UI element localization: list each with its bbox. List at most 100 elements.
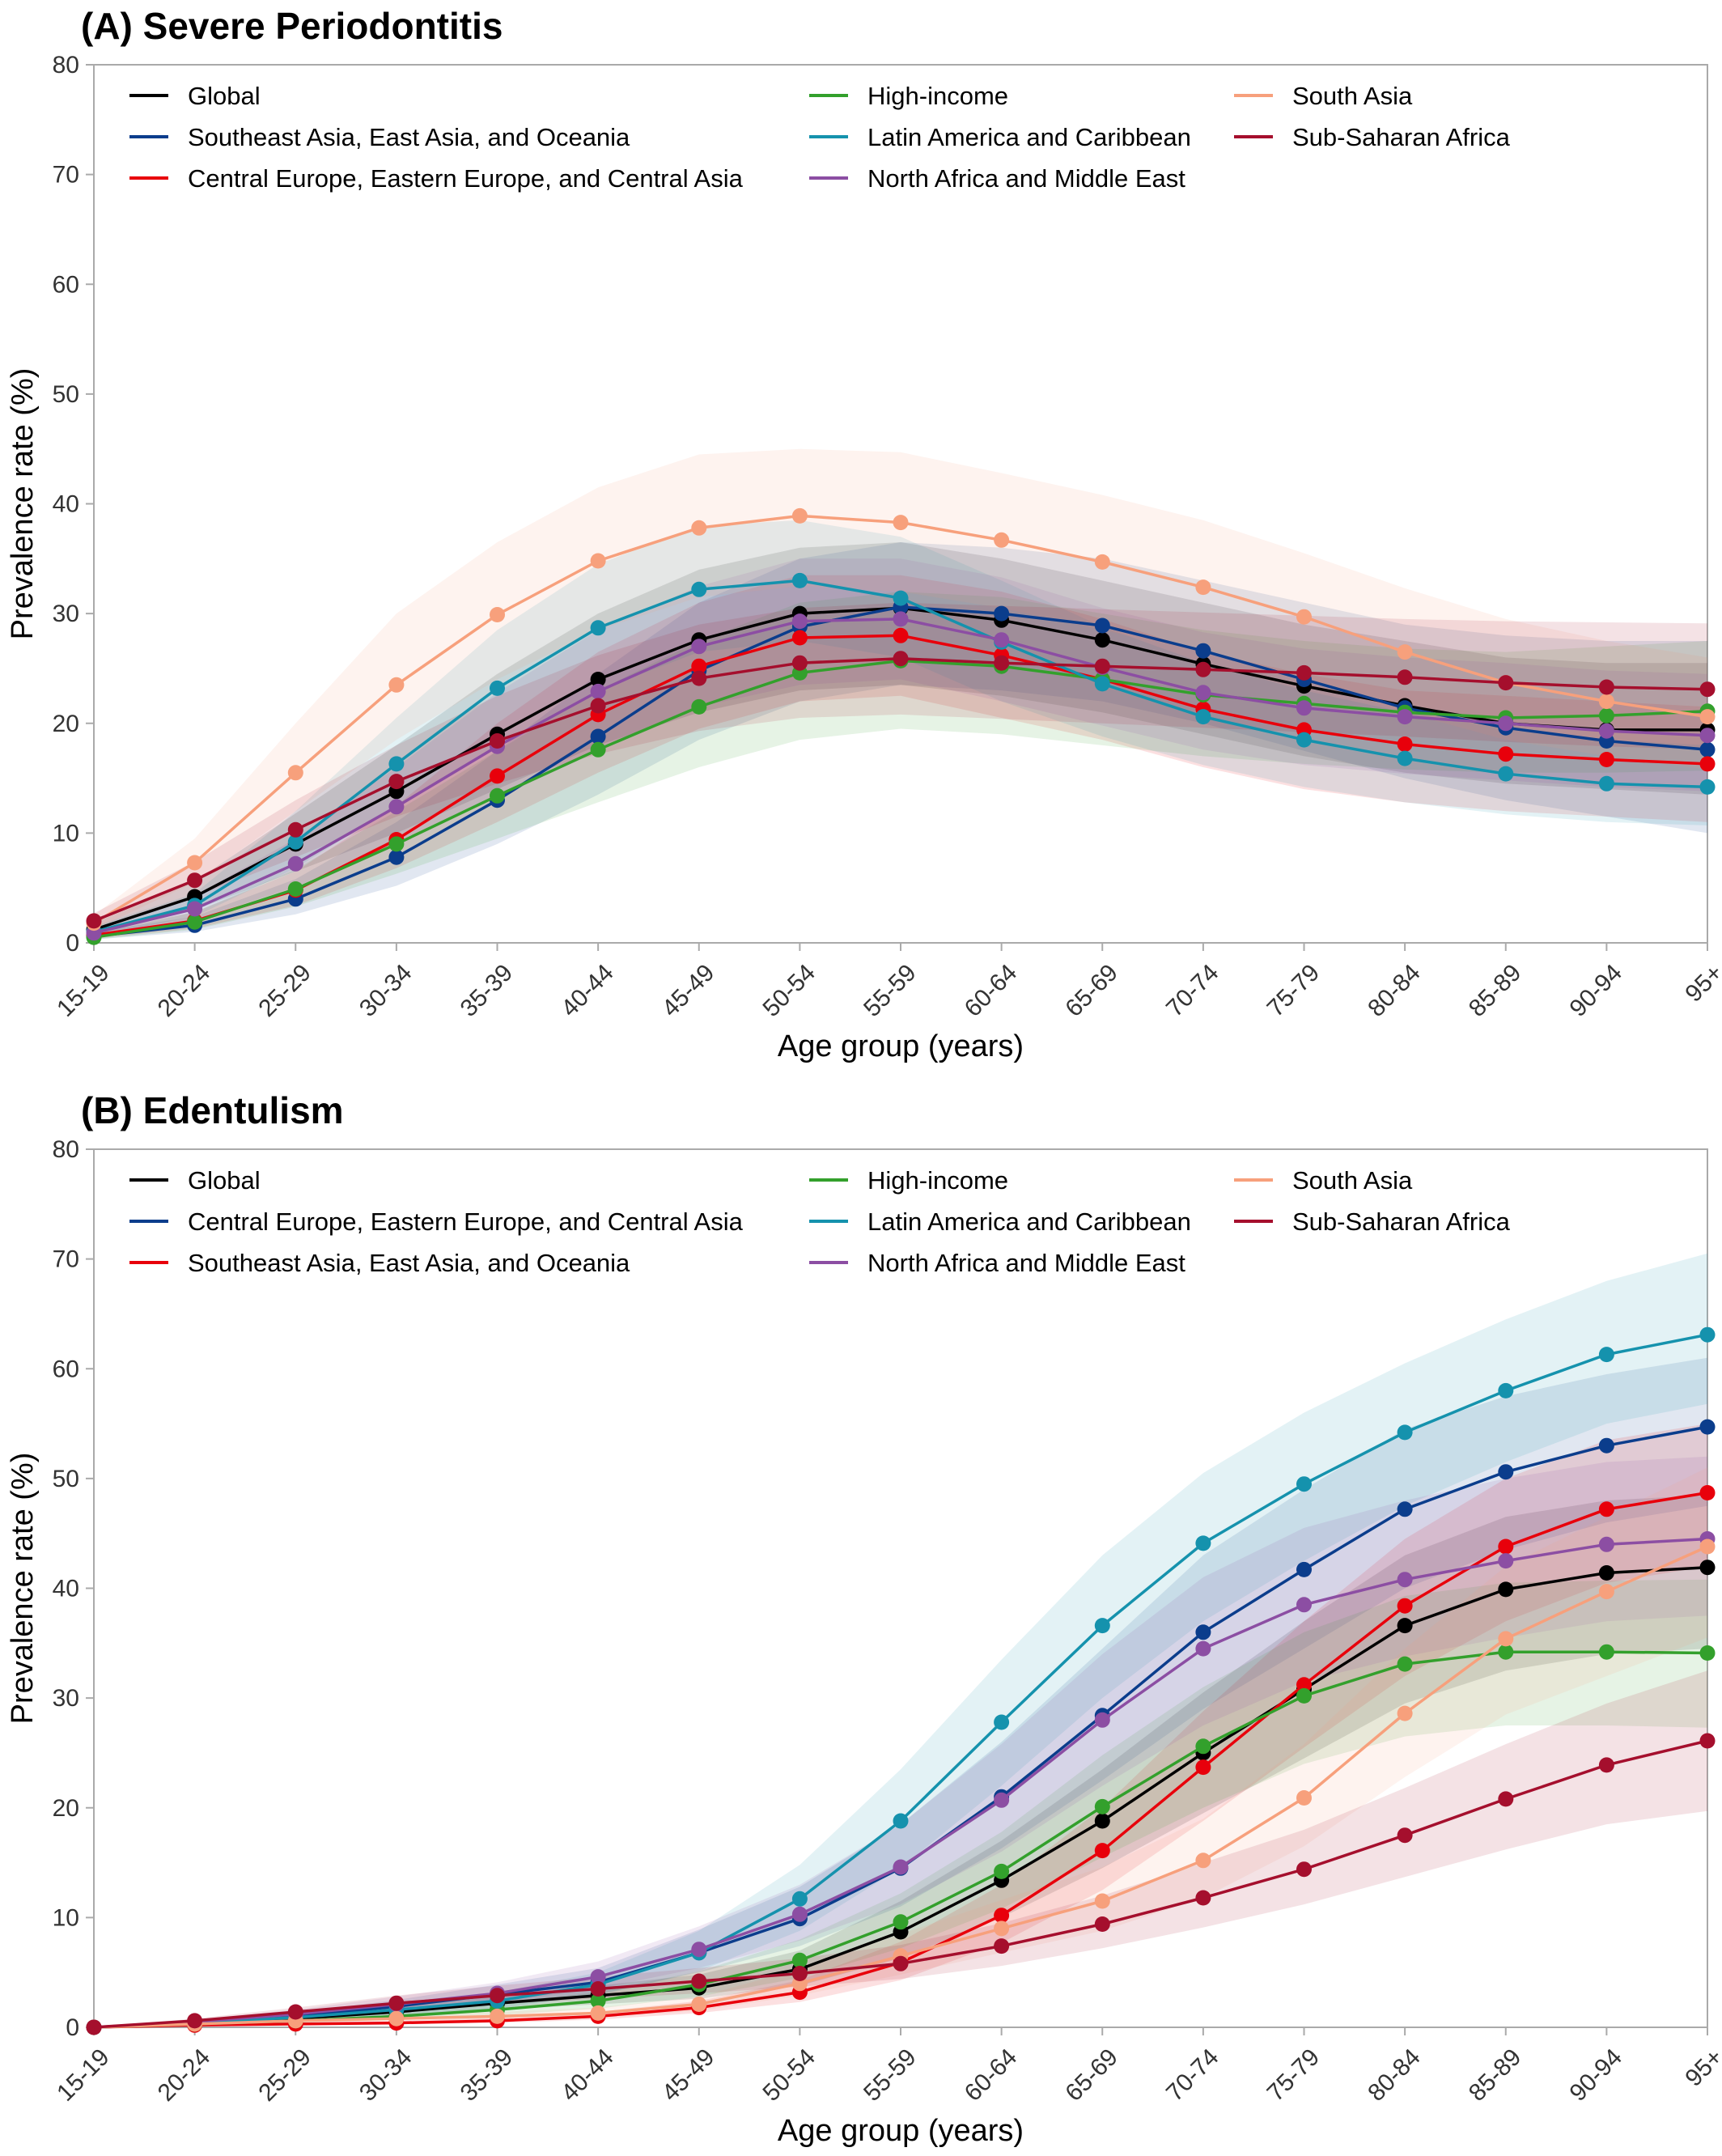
y-tick-label: 30 [53, 601, 79, 627]
data-point [994, 655, 1010, 671]
x-tick-label: 95+ [1680, 959, 1722, 1007]
data-point [1397, 750, 1413, 766]
data-point [1498, 746, 1514, 762]
data-point [388, 849, 405, 865]
data-point [287, 2004, 303, 2020]
y-axis-label: Prevalence rate (%) [6, 368, 40, 640]
series-sub-saharan-africa [86, 1733, 1716, 2035]
data-point [1094, 618, 1110, 634]
data-point [1598, 752, 1614, 767]
data-point [893, 515, 909, 531]
data-point [1195, 1759, 1211, 1776]
x-tick-label: 60-64 [960, 959, 1023, 1022]
legend-item-central-europe-eastern-europe-and-central-asia: Central Europe, Eastern Europe, and Cent… [129, 1207, 744, 1236]
data-point [1195, 1890, 1211, 1906]
x-tick-label: 15-19 [52, 2044, 115, 2107]
legend-item-southeast-asia-east-asia-and-oceania: Southeast Asia, East Asia, and Oceania [129, 123, 630, 151]
legend-item-latin-america-and-caribbean: Latin America and Caribbean [809, 123, 1191, 151]
band-global [94, 542, 1707, 935]
data-point [994, 1714, 1010, 1730]
y-tick-label: 10 [53, 820, 79, 847]
data-point [994, 532, 1010, 548]
data-point [1094, 1843, 1110, 1859]
data-point [1498, 1581, 1514, 1598]
data-point [893, 1914, 909, 1930]
x-tick-label: 30-34 [354, 2044, 418, 2107]
data-point [1296, 609, 1312, 625]
data-point [287, 881, 303, 897]
data-point [1397, 1424, 1413, 1441]
x-tick-label: 40-44 [556, 959, 619, 1022]
chart-panel-b: (B) Edentulism 0 10 20 30 40 50 60 70 80 15-19 20-2… [6, 1089, 1722, 2148]
x-tick-label: 45-49 [657, 2044, 720, 2107]
data-point [490, 733, 505, 749]
legend-label: Central Europe, Eastern Europe, and Cent… [188, 164, 744, 193]
data-point [590, 2005, 606, 2021]
data-point [1094, 1798, 1110, 1814]
legend-label: Global [188, 1166, 261, 1195]
data-point [691, 1942, 707, 1958]
data-point [1699, 1645, 1716, 1661]
data-point [1195, 709, 1211, 725]
x-tick-label: 25-29 [253, 2044, 316, 2107]
band-global [94, 1495, 1707, 2027]
data-point [1498, 1538, 1514, 1555]
data-point [1598, 1501, 1614, 1517]
data-point [791, 507, 808, 524]
data-point [1598, 1644, 1614, 1660]
legend-label: North Africa and Middle East [867, 1249, 1185, 1277]
legend-item-global: Global [129, 1166, 261, 1195]
y-tick-label: 60 [53, 1356, 79, 1382]
legend-item-southeast-asia-east-asia-and-oceania: Southeast Asia, East Asia, and Oceania [129, 1249, 630, 1277]
x-tick-label: 85-89 [1464, 959, 1527, 1022]
x-tick-label: 35-39 [456, 2044, 519, 2107]
legend: Global Central Europe, Eastern Europe, an… [129, 1166, 1511, 1277]
y-tick-label: 40 [53, 491, 79, 518]
uncertainty-bands [94, 1253, 1707, 2027]
data-point [1397, 1598, 1413, 1614]
data-point [1094, 1916, 1110, 1932]
data-point [1296, 1790, 1312, 1806]
data-point [1699, 756, 1716, 772]
data-point [287, 855, 303, 872]
legend-item-south-asia: South Asia [1234, 1166, 1413, 1195]
data-point [1094, 1618, 1110, 1634]
data-point [490, 680, 505, 696]
data-point [86, 913, 102, 929]
data-point [1195, 685, 1211, 701]
data-point [1094, 658, 1110, 674]
y-tick-label: 20 [53, 711, 79, 737]
data-point [490, 787, 505, 804]
data-point [187, 914, 203, 930]
data-point [1195, 1640, 1211, 1657]
data-point [1699, 1560, 1716, 1576]
data-point [1296, 1597, 1312, 1613]
data-point [791, 655, 808, 671]
data-point [893, 651, 909, 667]
data-point [791, 1906, 808, 1922]
data-point [1598, 679, 1614, 695]
x-tick-label: 55-59 [859, 959, 922, 1022]
data-point [1498, 675, 1514, 691]
x-tick-label: 70-74 [1161, 2044, 1224, 2107]
panel-title-a: (A) Severe Periodontitis [81, 5, 503, 47]
data-point [893, 627, 909, 643]
band-southeast-asia-east-asia-and-oceania [94, 542, 1707, 940]
x-tick-label: 35-39 [456, 959, 519, 1022]
legend-label: Latin America and Caribbean [867, 1207, 1191, 1236]
data-point [994, 1863, 1010, 1879]
data-point [388, 677, 405, 693]
legend-item-south-asia: South Asia [1234, 82, 1413, 110]
x-tick-label: 70-74 [1161, 959, 1224, 1022]
data-point [1296, 1677, 1312, 1693]
data-point [1598, 694, 1614, 710]
data-point [1397, 1656, 1413, 1672]
data-point [1195, 579, 1211, 596]
data-point [893, 611, 909, 627]
data-point [994, 1792, 1010, 1808]
x-tick-label: 75-79 [1262, 959, 1325, 1022]
data-point [691, 670, 707, 686]
y-tick-label: 60 [53, 271, 79, 298]
data-point [893, 1955, 909, 1971]
legend-label: Global [188, 82, 261, 110]
